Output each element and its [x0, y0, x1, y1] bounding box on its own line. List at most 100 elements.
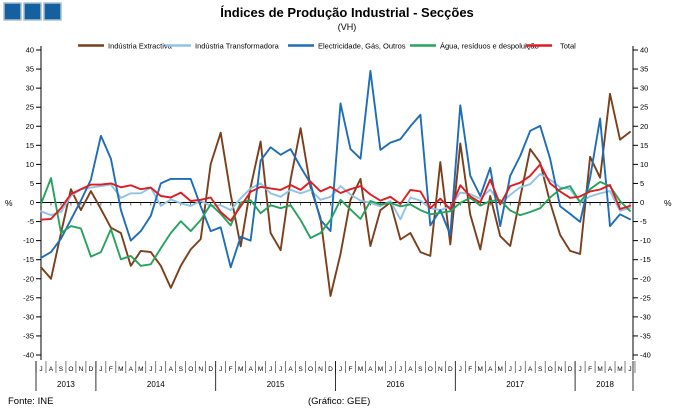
year-label: 2015: [267, 380, 285, 389]
x-month-label: M: [118, 366, 123, 373]
credit-note: (Gráfico: GEE): [308, 396, 370, 407]
x-month-label: S: [418, 366, 423, 373]
x-month-label: F: [348, 366, 352, 373]
x-month-label: M: [617, 366, 622, 373]
legend-label-4: Água, resíduos e despoluição: [440, 42, 539, 51]
x-month-label: J: [39, 366, 42, 373]
x-month-label: A: [368, 366, 373, 373]
x-month-label: A: [408, 366, 413, 373]
year-label: 2014: [147, 380, 165, 389]
x-month-label: J: [339, 366, 342, 373]
logo-square-icon: [43, 2, 62, 21]
x-month-label: D: [208, 366, 213, 373]
y-tick-label-right: -5: [640, 217, 647, 226]
legend-item: Total: [526, 42, 576, 51]
year-label: 2016: [386, 380, 404, 389]
y-tick-label-left: -35: [23, 331, 34, 340]
y-tick-label-left: 15: [26, 141, 34, 150]
legend-item: Indústria Transformadora: [165, 42, 280, 51]
x-month-label: N: [438, 366, 443, 373]
x-month-label: O: [308, 366, 313, 373]
legend-label-1: Indústria Extractiva: [108, 42, 173, 51]
y-tick-label-right: -20: [640, 274, 651, 283]
y-tick-label-right: 30: [640, 84, 648, 93]
y-tick-label-right: 15: [640, 141, 648, 150]
x-month-label: F: [588, 366, 592, 373]
y-tick-label-right: -30: [640, 312, 651, 321]
page-title: Índices de Produção Industrial - Secções: [220, 5, 474, 20]
chart-subtitle: (VH): [338, 22, 357, 32]
x-month-label: M: [258, 366, 263, 373]
x-month-label: M: [597, 366, 602, 373]
x-month-label: O: [548, 366, 553, 373]
y-tick-label-left: 5: [30, 179, 34, 188]
x-month-label: N: [79, 366, 84, 373]
y-axis-unit-left: %: [5, 198, 13, 208]
y-tick-label-left: 25: [26, 103, 34, 112]
year-label: 2018: [596, 380, 614, 389]
y-tick-label-right: 25: [640, 103, 648, 112]
x-month-label: J: [578, 366, 581, 373]
x-month-label: J: [459, 366, 462, 373]
x-month-label: J: [389, 366, 392, 373]
y-tick-label-left: -30: [23, 312, 34, 321]
x-month-label: S: [59, 366, 64, 373]
y-tick-label-left: -20: [23, 274, 34, 283]
legend: Indústria Extractiva Indústria Transforma…: [78, 42, 576, 51]
x-month-label: D: [328, 366, 333, 373]
series-line-4: [40, 177, 631, 267]
plot-area: -40 -40 -35 -35 -30 -30 -25 -25 -20 -20 -15 -15 -10 -…: [23, 46, 651, 391]
logo-square-icon: [23, 2, 42, 21]
legend-item: Electricidade, Gás, Outros: [288, 42, 406, 51]
x-month-label: J: [628, 366, 631, 373]
y-axis-unit-right: %: [664, 198, 672, 208]
y-tick-label-left: -10: [23, 236, 34, 245]
x-month-label: D: [448, 366, 453, 373]
logo-squares-icon: [3, 2, 62, 21]
y-tick-label-left: -5: [27, 217, 34, 226]
x-month-label: S: [298, 366, 303, 373]
y-tick-label-right: -25: [640, 293, 651, 302]
year-label: 2013: [57, 380, 75, 389]
x-month-label: A: [488, 366, 493, 373]
x-month-label: M: [378, 366, 383, 373]
legend-label-2: Indústria Transformadora: [195, 42, 280, 51]
year-label: 2017: [506, 380, 524, 389]
y-tick-label-left: 0: [30, 198, 34, 207]
source-note: Fonte: INE: [8, 396, 53, 407]
x-month-label: M: [498, 366, 503, 373]
y-tick-label-right: -40: [640, 351, 651, 360]
legend-label-3: Electricidade, Gás, Outros: [318, 42, 406, 51]
y-tick-label-left: -40: [23, 351, 34, 360]
x-month-label: A: [608, 366, 613, 373]
x-month-label: S: [179, 366, 184, 373]
series-line-5: [40, 163, 631, 222]
x-month-label: J: [519, 366, 522, 373]
x-month-label: F: [468, 366, 472, 373]
x-month-label: N: [558, 366, 563, 373]
y-tick-label-left: 20: [26, 122, 34, 131]
x-month-label: D: [568, 366, 573, 373]
x-month-label: F: [229, 366, 233, 373]
x-month-label: N: [318, 366, 323, 373]
x-month-label: A: [49, 366, 54, 373]
x-month-label: M: [138, 366, 143, 373]
y-tick-label-left: 10: [26, 160, 34, 169]
x-month-label: J: [149, 366, 152, 373]
x-month-label: M: [358, 366, 363, 373]
series-line-1: [40, 92, 631, 297]
legend-item: Água, resíduos e despoluição: [410, 42, 539, 51]
series-line-2: [40, 172, 631, 221]
x-month-label: J: [399, 366, 402, 373]
x-month-label: J: [279, 366, 282, 373]
x-month-label: M: [238, 366, 243, 373]
x-month-label: N: [198, 366, 203, 373]
x-month-label: J: [159, 366, 162, 373]
x-month-label: M: [478, 366, 483, 373]
x-month-label: A: [248, 366, 253, 373]
x-month-label: O: [68, 366, 73, 373]
y-tick-label-right: 10: [640, 160, 648, 169]
y-tick-label-right: -10: [640, 236, 651, 245]
x-month-label: A: [288, 366, 293, 373]
